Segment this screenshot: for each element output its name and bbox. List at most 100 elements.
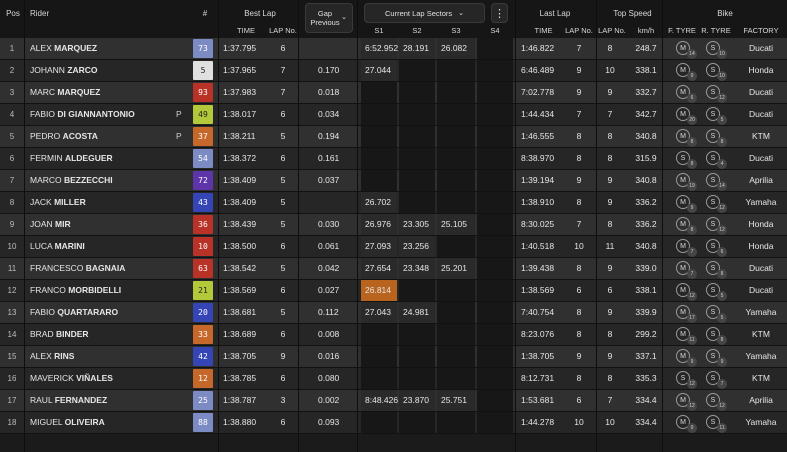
table-row[interactable]: 6 FERMIN ALDEGUER 54 1:38.372 6 0.161 8:38.970… [0,148,787,170]
factory-name: Honda [748,219,774,229]
last-lap-number: 8 [576,131,582,141]
last-lap-time: 7:02.778 [521,87,555,97]
top-speed-lap: 9 [607,351,613,361]
table-row[interactable]: 12 FRANCO MORBIDELLI 21 1:38.569 6 0.027 26.81… [0,280,787,302]
tyre-compound-letter: S [710,199,716,206]
tyre-laps-badge: 10 [717,49,727,59]
rider-name[interactable]: PEDRO ACOSTA [30,126,190,147]
sector-1: 26.702 [361,192,397,213]
gap-previous: 0.194 [318,131,340,141]
tyre-compound-letter: M [680,67,686,74]
table-row[interactable]: 17 RAUL FERNANDEZ 25 1:38.787 3 0.002 8:48.426… [0,390,787,412]
table-row[interactable]: 14 BRAD BINDER 33 1:38.689 6 0.008 8:23.076 8 8 2… [0,324,787,346]
best-lap-time: 1:37.965 [223,65,257,75]
sector-4 [477,346,513,367]
tyre-compound-icon: M 12 [676,393,697,411]
tyre-compound-letter: S [710,309,716,316]
rider-name[interactable]: BRAD BINDER [30,324,190,345]
rider-name[interactable]: FABIO DI GIANNANTONIO [30,104,190,125]
position-cell: 11 [7,264,17,273]
top-speed-lap: 6 [607,285,613,295]
rider-name[interactable]: ALEX RINS [30,346,190,367]
rider-number-badge: 12 [193,369,213,388]
rider-name[interactable]: MIGUEL OLIVEIRA [30,412,190,433]
rider-name[interactable]: ALEX MARQUEZ [30,38,190,59]
rider-first-name: JOHANN [30,65,68,75]
top-speed-lap: 7 [607,109,613,119]
top-speed-kmh: 340.8 [635,131,657,141]
last-lap-time: 1:46.822 [521,43,555,53]
table-row[interactable]: 16 MAVERICK VIÑALES 12 1:38.785 6 0.080 8:12.7… [0,368,787,390]
tyre-compound-letter: S [710,419,716,426]
pit-flag [176,192,186,213]
rider-name[interactable]: LUCA MARINI [30,236,190,257]
pit-flag: P [176,109,182,119]
sector-1: 27.654 [361,258,397,279]
tyre-compound-letter: M [680,265,686,272]
pit-flag [176,280,186,301]
table-row[interactable]: 9 JOAN MIR 36 1:38.439 5 0.030 26.976 23.305 25.… [0,214,787,236]
tyre-compound-icon: M 17 [676,305,697,323]
table-row[interactable]: 7 MARCO BEZZECCHI 72 1:38.409 5 0.037 1:39.194… [0,170,787,192]
last-lap-time: 8:23.076 [521,329,555,339]
rider-number-badge: 20 [193,303,213,322]
best-lap-time: 1:38.785 [223,373,257,383]
gap-previous-dropdown[interactable]: Gap Previous ⌄ [305,3,353,33]
rider-name[interactable]: RAUL FERNANDEZ [30,390,190,411]
table-row[interactable]: 8 JACK MILLER 43 1:38.409 5 26.702 1:38.910 8 9 3… [0,192,787,214]
rider-name[interactable]: JACK MILLER [30,192,190,213]
tyre-laps-badge: 10 [717,71,727,81]
rider-name[interactable]: MARC MARQUEZ [30,82,190,103]
rider-name[interactable]: FRANCO MORBIDELLI [30,280,190,301]
gap-previous: 0.030 [318,219,340,229]
last-lap-time: 1:38.569 [521,285,555,295]
sector-1: 27.093 [361,236,397,257]
table-row[interactable]: 15 ALEX RINS 42 1:38.705 9 0.016 1:38.705 9 9 337… [0,346,787,368]
tyre-compound-letter: S [680,155,686,162]
table-row[interactable]: 1 ALEX MARQUEZ 73 1:37.795 6 6:52.952 28.191 26… [0,38,787,60]
top-speed-kmh: 337.1 [635,351,657,361]
gap-previous: 0.061 [318,241,340,251]
rider-name[interactable]: JOHANN ZARCO [30,60,190,81]
rider-name[interactable]: MARCO BEZZECCHI [30,170,190,191]
rider-last-name: BINDER [55,329,89,339]
table-row[interactable]: 2 JOHANN ZARCO 5 1:37.965 7 0.170 27.044 6:46.4… [0,60,787,82]
sector-4 [477,368,513,389]
position-cell: 14 [7,330,17,339]
sector-4 [477,60,513,81]
more-options-button[interactable]: ⋮ [491,3,508,23]
rider-name[interactable]: FERMIN ALDEGUER [30,148,190,169]
rider-number-badge: 42 [193,347,213,366]
last-lap-number: 10 [574,241,584,251]
tyre-laps-badge: 12 [687,291,697,301]
header-r-tyre: R. TYRE [701,26,731,35]
table-row[interactable]: 5 PEDRO ACOSTA P 37 1:38.211 5 0.194 1:46.555 8 8… [0,126,787,148]
rider-name[interactable]: MAVERICK VIÑALES [30,368,190,389]
table-row[interactable]: 10 LUCA MARINI 10 1:38.500 6 0.061 27.093 23.25… [0,236,787,258]
table-row[interactable]: 4 FABIO DI GIANNANTONIO P 49 1:38.017 6 0.034 1… [0,104,787,126]
table-row[interactable]: 11 FRANCESCO BAGNAIA 63 1:38.542 5 0.042 27.65… [0,258,787,280]
sector-3 [437,412,475,433]
last-lap-number: 8 [576,307,582,317]
sector-2 [399,346,435,367]
rider-name[interactable]: JOAN MIR [30,214,190,235]
column-divider [357,0,358,452]
sector-2: 24.981 [399,302,435,323]
top-speed-lap: 8 [607,131,613,141]
sector-2 [399,324,435,345]
rider-name[interactable]: FRANCESCO BAGNAIA [30,258,190,279]
table-row[interactable]: 13 FABIO QUARTARARO 20 1:38.681 5 0.112 27.043… [0,302,787,324]
sector-4 [477,82,513,103]
rider-name[interactable]: FABIO QUARTARARO [30,302,190,323]
tyre-laps-badge: 12 [717,401,727,411]
tyre-compound-icon: S 12 [706,217,727,235]
table-row[interactable]: 18 MIGUEL OLIVEIRA 88 1:38.880 6 0.093 1:44.27… [0,412,787,434]
rider-first-name: ALEX [30,351,55,361]
table-row[interactable]: 3 MARC MARQUEZ 93 1:37.983 7 0.018 7:02.778 9 9 3… [0,82,787,104]
current-lap-sectors-dropdown[interactable]: Current Lap Sectors ⌄ [364,3,485,23]
